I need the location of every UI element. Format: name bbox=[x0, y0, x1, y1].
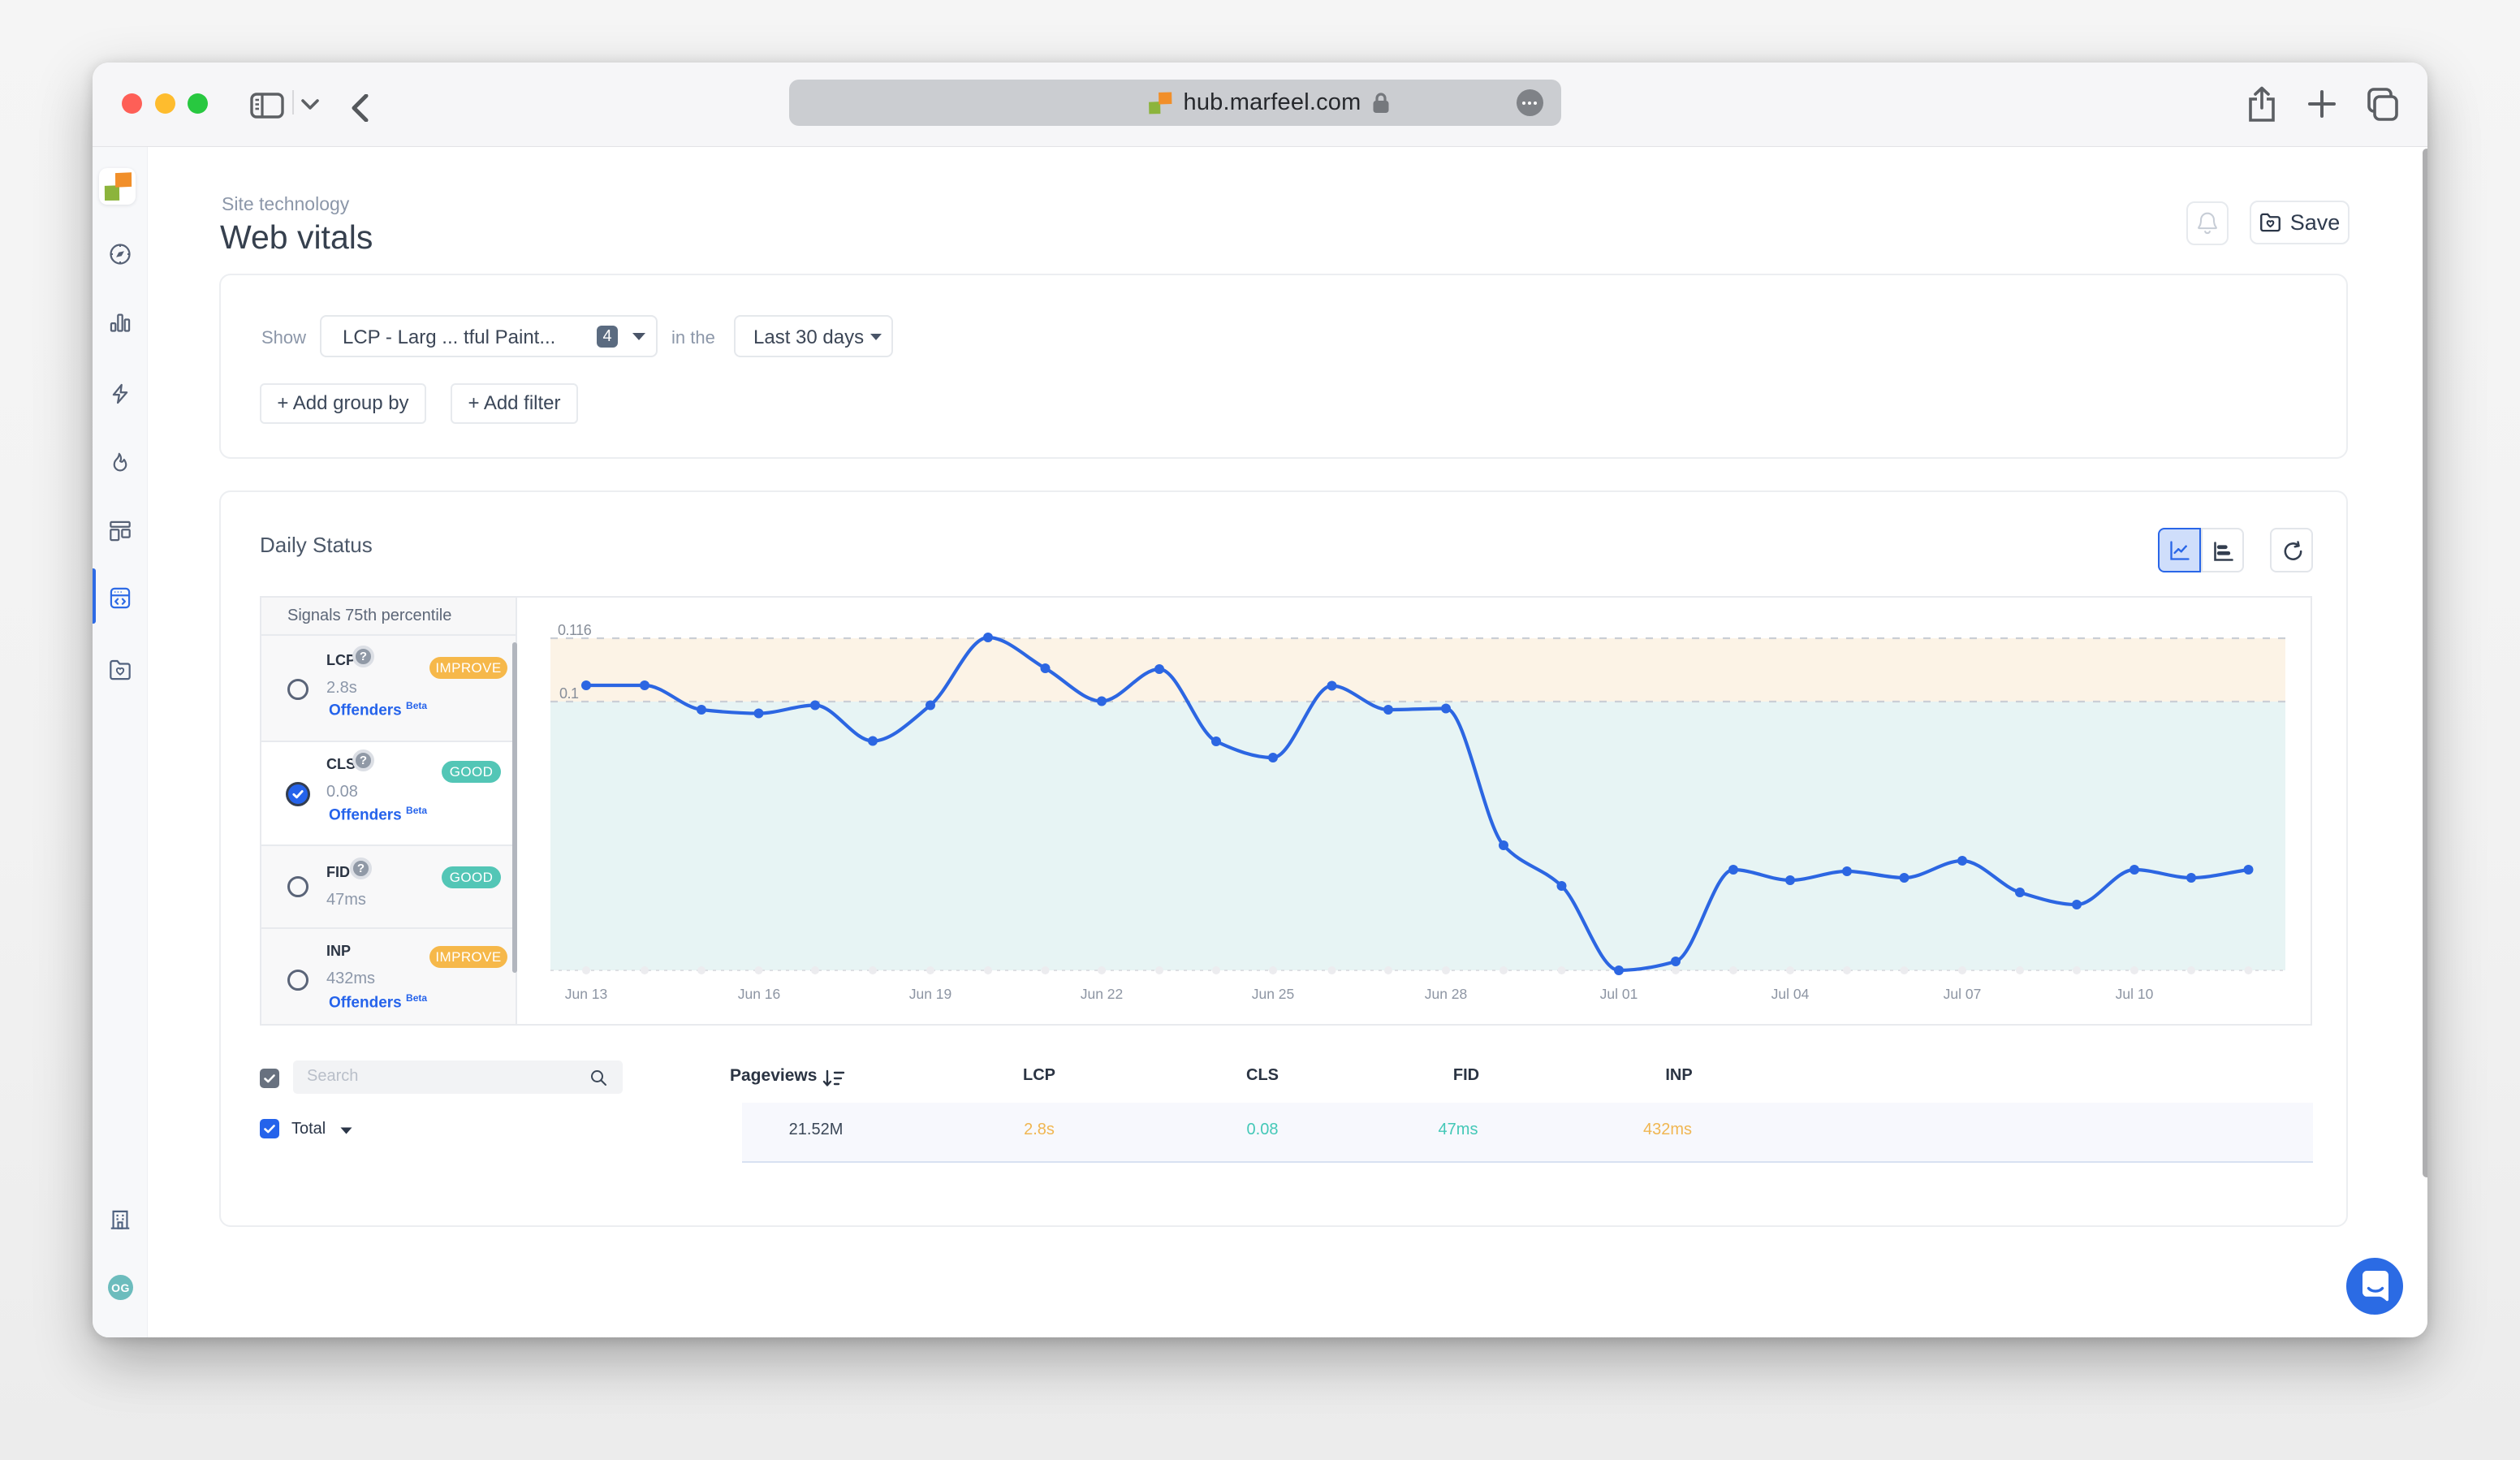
svg-text:0.116: 0.116 bbox=[558, 622, 592, 638]
svg-text:Jul 07: Jul 07 bbox=[1944, 986, 1982, 1002]
svg-text:0.1: 0.1 bbox=[559, 685, 579, 702]
svg-text:Jun 25: Jun 25 bbox=[1252, 986, 1295, 1002]
svg-text:Jun 19: Jun 19 bbox=[909, 986, 952, 1002]
svg-text:Jun 13: Jun 13 bbox=[565, 986, 608, 1002]
svg-text:Jun 16: Jun 16 bbox=[738, 986, 781, 1002]
svg-text:Jul 01: Jul 01 bbox=[1600, 986, 1638, 1002]
svg-text:Jun 28: Jun 28 bbox=[1425, 986, 1468, 1002]
svg-text:Jul 10: Jul 10 bbox=[2116, 986, 2154, 1002]
svg-text:Jun 22: Jun 22 bbox=[1081, 986, 1124, 1002]
svg-text:Jul 04: Jul 04 bbox=[1771, 986, 1810, 1002]
